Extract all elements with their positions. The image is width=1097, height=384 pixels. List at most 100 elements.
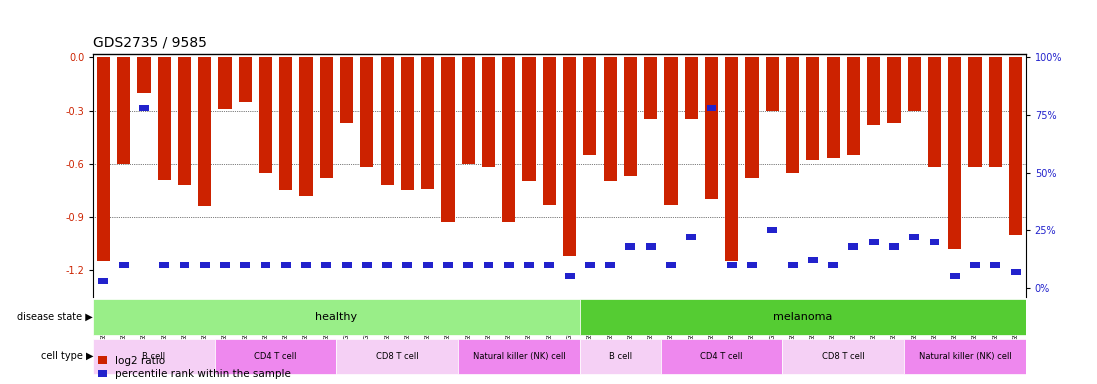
Bar <box>909 234 919 240</box>
Bar <box>644 57 657 119</box>
Bar <box>625 243 635 250</box>
Bar <box>178 57 191 185</box>
Bar <box>381 57 394 185</box>
Bar <box>139 105 149 111</box>
Bar <box>768 227 778 233</box>
Bar <box>646 243 656 250</box>
Bar <box>746 57 759 178</box>
Bar <box>280 57 293 190</box>
Bar <box>199 57 212 206</box>
Bar <box>666 262 676 268</box>
Bar <box>200 262 210 268</box>
Bar <box>502 57 516 222</box>
Bar <box>826 57 839 159</box>
Bar <box>584 57 597 155</box>
Bar <box>543 57 556 205</box>
Bar <box>705 57 719 199</box>
Bar <box>747 262 757 268</box>
Bar <box>988 57 1002 167</box>
Bar <box>239 57 252 102</box>
Bar <box>522 57 535 182</box>
Bar <box>117 57 131 164</box>
Bar <box>299 57 313 196</box>
Bar <box>970 262 980 268</box>
Text: Natural killer (NK) cell: Natural killer (NK) cell <box>473 352 565 361</box>
Bar <box>218 57 231 109</box>
Bar <box>302 262 312 268</box>
Bar <box>706 105 716 111</box>
Text: CD4 T cell: CD4 T cell <box>255 352 297 361</box>
Bar <box>806 57 819 160</box>
Bar <box>660 339 782 374</box>
Text: CD4 T cell: CD4 T cell <box>700 352 743 361</box>
Bar <box>158 57 171 180</box>
Text: healthy: healthy <box>316 312 358 322</box>
Bar <box>869 239 879 245</box>
Bar <box>259 57 272 173</box>
Bar <box>585 262 595 268</box>
Bar <box>382 262 392 268</box>
Bar <box>360 57 373 167</box>
Bar <box>93 339 215 374</box>
Bar <box>565 273 575 280</box>
Bar <box>340 57 353 123</box>
Bar <box>727 262 737 268</box>
Bar <box>950 273 960 280</box>
Bar <box>807 257 817 263</box>
Bar <box>788 262 798 268</box>
Bar <box>766 57 779 111</box>
Text: B cell: B cell <box>609 352 632 361</box>
Bar <box>1010 269 1020 275</box>
Bar <box>463 262 473 268</box>
Text: CD8 T cell: CD8 T cell <box>376 352 419 361</box>
Bar <box>847 57 860 155</box>
Bar <box>459 339 579 374</box>
Bar <box>665 57 678 205</box>
Bar <box>579 299 1026 334</box>
Bar <box>321 262 331 268</box>
Text: Natural killer (NK) cell: Natural killer (NK) cell <box>918 352 1011 361</box>
Bar <box>240 262 250 268</box>
Bar <box>482 57 495 167</box>
Bar <box>603 57 617 182</box>
Bar <box>544 262 554 268</box>
Bar <box>422 262 432 268</box>
Bar <box>319 57 333 178</box>
Bar <box>443 262 453 268</box>
Bar <box>1009 57 1022 235</box>
Bar <box>785 57 800 173</box>
Bar <box>725 57 738 261</box>
Bar <box>687 234 697 240</box>
Text: GDS2735 / 9585: GDS2735 / 9585 <box>93 36 207 50</box>
Bar <box>969 57 982 167</box>
Bar <box>97 57 110 261</box>
Bar <box>441 57 454 222</box>
Bar <box>624 57 637 176</box>
Bar <box>524 262 534 268</box>
Bar <box>887 57 901 123</box>
Bar <box>220 262 230 268</box>
Text: B cell: B cell <box>143 352 166 361</box>
Bar <box>828 262 838 268</box>
Bar <box>904 339 1026 374</box>
Bar <box>341 262 351 268</box>
Bar <box>400 57 414 190</box>
Bar <box>484 262 494 268</box>
Bar <box>685 57 698 119</box>
Text: cell type ▶: cell type ▶ <box>41 351 93 361</box>
Bar <box>848 243 858 250</box>
Bar <box>991 262 1000 268</box>
Bar <box>782 339 904 374</box>
Bar <box>137 57 150 93</box>
Bar <box>159 262 169 268</box>
Bar <box>362 262 372 268</box>
Text: disease state ▶: disease state ▶ <box>18 312 93 322</box>
Bar <box>579 339 660 374</box>
Bar <box>337 339 459 374</box>
Bar <box>867 57 880 125</box>
Bar <box>462 57 475 164</box>
Text: melanoma: melanoma <box>773 312 833 322</box>
Bar <box>907 57 920 111</box>
Text: CD8 T cell: CD8 T cell <box>822 352 864 361</box>
Bar <box>606 262 615 268</box>
